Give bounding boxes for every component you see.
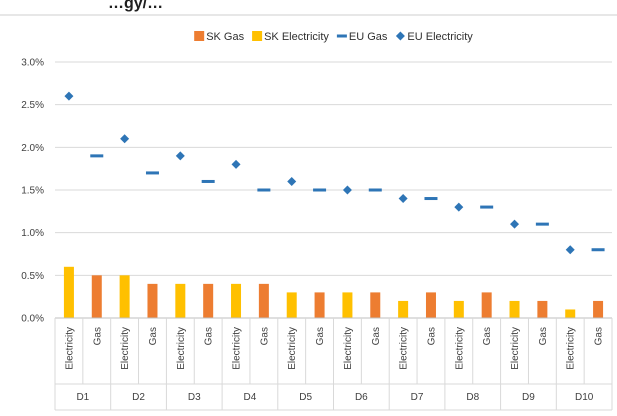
legend-item: SK Gas [194, 31, 245, 43]
legend-swatch [194, 31, 205, 41]
bar [565, 309, 576, 318]
y-tick-label: 2.5% [21, 100, 44, 111]
legend-swatch [336, 34, 347, 38]
bar [314, 292, 325, 318]
x-subcategory-label: Gas [259, 327, 270, 345]
x-subcategory-label: Electricity [343, 327, 354, 370]
bar [398, 300, 409, 318]
x-category-label: D7 [411, 392, 424, 403]
dash-marker [480, 205, 494, 209]
y-tick-label: 1.0% [21, 228, 44, 239]
dash-marker [90, 154, 104, 158]
bar [203, 283, 214, 318]
diamond-marker [454, 202, 464, 212]
legend-label: SK Electricity [264, 31, 329, 43]
dash-marker [424, 197, 438, 201]
x-subcategory-label: Gas [426, 327, 437, 345]
x-category-label: D6 [355, 392, 368, 403]
bar [258, 283, 269, 318]
x-subcategory-label: Electricity [64, 327, 75, 370]
legend: SK Gas SK Electricity EU Gas EU Electricity [194, 31, 473, 43]
x-subcategory-label: Electricity [510, 327, 521, 370]
x-subcategory-label: Gas [148, 327, 159, 345]
diamond-marker [175, 151, 185, 161]
bar [286, 292, 297, 318]
bar [509, 300, 520, 318]
dash-marker [257, 188, 271, 192]
y-tick-label: 2.0% [21, 143, 44, 154]
x-subcategory-label: Electricity [287, 327, 298, 370]
x-subcategory-label: Electricity [454, 327, 465, 370]
x-subcategory-label: Electricity [566, 327, 577, 370]
x-subcategory-label: Electricity [120, 327, 131, 370]
diamond-marker [120, 134, 130, 144]
dash-marker [535, 222, 549, 226]
dash-marker [201, 179, 215, 183]
x-subcategory-label: Electricity [399, 327, 410, 370]
bar [119, 275, 130, 318]
plot-area [63, 91, 605, 318]
y-tick-label: 3.0% [21, 58, 44, 69]
dash-marker [368, 188, 382, 192]
diamond-marker [342, 185, 352, 195]
gridlines [55, 61, 612, 319]
dash-marker [145, 171, 159, 175]
diamond-marker [398, 194, 408, 204]
bar [231, 283, 242, 318]
bar [147, 283, 158, 318]
legend-item: EU Gas [336, 31, 388, 43]
x-category-label: D10 [575, 392, 594, 403]
x-subcategory-label: Gas [482, 327, 493, 345]
bar [342, 292, 353, 318]
y-tick-label: 0.0% [21, 314, 44, 325]
diamond-marker [64, 91, 74, 101]
diamond-marker [565, 245, 575, 255]
bar [175, 283, 186, 318]
x-subcategory-label: Gas [371, 327, 382, 345]
x-category-label: D5 [299, 392, 312, 403]
x-subcategory-label: Gas [594, 327, 605, 345]
x-category-label: D9 [522, 392, 535, 403]
legend-swatch [395, 31, 405, 41]
x-category-label: D4 [244, 392, 257, 403]
bar [537, 300, 548, 318]
legend-label: EU Electricity [407, 31, 473, 43]
x-category-label: D3 [188, 392, 201, 403]
legend-swatch [252, 31, 263, 41]
dash-marker [591, 248, 605, 252]
x-subcategory-label: Gas [92, 327, 103, 345]
x-category-label: D1 [76, 392, 89, 403]
legend-item: SK Electricity [252, 31, 329, 43]
legend-label: SK Gas [206, 31, 244, 43]
bar [370, 292, 381, 318]
bar [481, 292, 492, 318]
bar [91, 275, 102, 318]
y-tick-label: 1.5% [21, 186, 44, 197]
x-subcategory-label: Electricity [232, 327, 243, 370]
x-axis: Electricity Gas Electricity Gas Electricity G… [54, 317, 613, 411]
legend-label: EU Gas [349, 31, 388, 43]
x-subcategory-label: Gas [315, 327, 326, 345]
chart-title: …gy/… [108, 0, 163, 12]
legend-item: EU Electricity [395, 31, 473, 43]
title-text: …gy/… [108, 0, 163, 12]
x-subcategory-label: Gas [204, 327, 215, 345]
diamond-marker [510, 219, 520, 229]
diamond-marker [287, 176, 297, 186]
x-subcategory-label: Gas [538, 327, 549, 345]
dash-marker [313, 188, 327, 192]
bar [63, 266, 74, 318]
x-subcategory-label: Electricity [176, 327, 187, 370]
bar [593, 300, 604, 318]
bar [425, 292, 436, 318]
bar [453, 300, 464, 318]
y-axis: 0.0% 0.5% 1.0% 1.5% 2.0% 2.5% 3.0% [21, 58, 44, 325]
diamond-marker [231, 159, 241, 169]
y-tick-label: 0.5% [21, 271, 44, 282]
x-category-label: D8 [466, 392, 479, 403]
x-category-label: D2 [132, 392, 145, 403]
